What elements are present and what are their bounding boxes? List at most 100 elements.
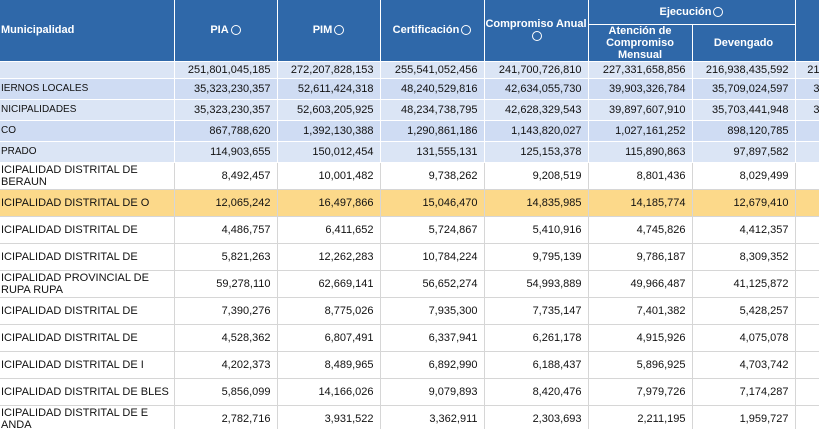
municipalidad-name[interactable]: ICIPALIDAD DISTRITAL DE E ANDA	[0, 405, 175, 429]
cell-comp: 2,303,693	[484, 405, 589, 429]
info-icon[interactable]	[713, 6, 724, 17]
cell-aten: 14,185,774	[588, 189, 693, 217]
info-icon[interactable]	[230, 25, 241, 36]
summary-value: 3	[795, 78, 819, 100]
table-row[interactable]: ICIPALIDAD DISTRITAL DE E ANDA 2,782,716 3…	[0, 405, 819, 429]
cell-dev: 41,125,872	[692, 270, 796, 298]
municipalidad-name[interactable]: ICIPALIDAD DISTRITAL DE	[0, 243, 175, 271]
municipalidad-name[interactable]: ICIPALIDAD DISTRITAL DE BLES	[0, 378, 175, 406]
cell-comp: 9,795,139	[484, 243, 589, 271]
cell-cert: 3,362,911	[380, 405, 485, 429]
municipalidad-name[interactable]: ICIPALIDAD DISTRITAL DE O	[0, 189, 175, 217]
table-row[interactable]: ICIPALIDAD DISTRITAL DE I 4,202,373 8,489,…	[0, 351, 819, 379]
header-pim[interactable]: PIM	[277, 0, 381, 62]
header-pia[interactable]: PIA	[174, 0, 278, 62]
cell-cert: 9,079,893	[380, 378, 485, 406]
cell-extra	[795, 270, 819, 298]
summary-value: 35,323,230,357	[174, 99, 278, 121]
table-row[interactable]: ICIPALIDAD DISTRITAL DE O 12,065,242 16,49…	[0, 189, 819, 217]
summary-value: 35,709,024,597	[692, 78, 796, 100]
summary-value: 255,541,052,456	[380, 61, 485, 79]
summary-value: 3	[795, 99, 819, 121]
summary-row[interactable]: PRADO 114,903,655 150,012,454 131,555,131 12…	[0, 141, 819, 163]
cell-pia: 4,486,757	[174, 216, 278, 244]
header-municipalidad[interactable]: Municipalidad	[0, 0, 175, 62]
cell-dev: 7,174,287	[692, 378, 796, 406]
table-row[interactable]: ICIPALIDAD DISTRITAL DE BLES 5,856,099 14,…	[0, 378, 819, 406]
summary-value: 1,143,820,027	[484, 120, 589, 142]
summary-row[interactable]: CO 867,788,620 1,392,130,388 1,290,861,186 1…	[0, 120, 819, 142]
cell-extra	[795, 216, 819, 244]
cell-comp: 6,261,178	[484, 324, 589, 352]
cell-pia: 5,856,099	[174, 378, 278, 406]
summary-value: 52,611,424,318	[277, 78, 381, 100]
cell-extra	[795, 297, 819, 325]
municipalidad-name[interactable]: ICIPALIDAD DISTRITAL DE	[0, 216, 175, 244]
cell-comp: 7,735,147	[484, 297, 589, 325]
municipalidad-name[interactable]: ICIPALIDAD DISTRITAL DE BERAUN	[0, 162, 175, 190]
info-icon[interactable]	[532, 31, 542, 42]
summary-label	[0, 61, 175, 79]
cell-pim: 8,775,026	[277, 297, 381, 325]
header-devengado[interactable]: Devengado	[692, 24, 796, 62]
summary-value: 115,890,863	[588, 141, 693, 163]
header-compromiso-anual[interactable]: Compromiso Anual	[484, 0, 589, 62]
summary-value: 251,801,045,185	[174, 61, 278, 79]
cell-pim: 12,262,283	[277, 243, 381, 271]
table-row[interactable]: ICIPALIDAD DISTRITAL DE 5,821,263 12,262,2…	[0, 243, 819, 271]
cell-dev: 12,679,410	[692, 189, 796, 217]
table-row[interactable]: ICIPALIDAD DISTRITAL DE 4,486,757 6,411,65…	[0, 216, 819, 244]
table-header: Municipalidad PIA PIM Certificación Comp…	[0, 0, 819, 62]
cell-comp: 9,208,519	[484, 162, 589, 190]
cell-aten: 7,979,726	[588, 378, 693, 406]
cell-comp: 6,188,437	[484, 351, 589, 379]
info-icon[interactable]	[461, 25, 472, 36]
cell-extra	[795, 351, 819, 379]
municipalidad-name[interactable]: ICIPALIDAD PROVINCIAL DE RUPA RUPA	[0, 270, 175, 298]
summary-value: 1,290,861,186	[380, 120, 485, 142]
cell-extra	[795, 189, 819, 217]
summary-value: 241,700,726,810	[484, 61, 589, 79]
cell-extra	[795, 243, 819, 271]
table-row[interactable]: ICIPALIDAD PROVINCIAL DE RUPA RUPA 59,278…	[0, 270, 819, 298]
header-ejecucion[interactable]: Ejecución	[588, 0, 796, 25]
cell-pia: 7,390,276	[174, 297, 278, 325]
cell-pia: 12,065,242	[174, 189, 278, 217]
table-row[interactable]: ICIPALIDAD DISTRITAL DE 4,528,362 6,807,49…	[0, 324, 819, 352]
cell-cert: 15,046,470	[380, 189, 485, 217]
cell-dev: 4,075,078	[692, 324, 796, 352]
cell-comp: 54,993,889	[484, 270, 589, 298]
summary-row[interactable]: 251,801,045,185 272,207,828,153 255,541,05…	[0, 61, 819, 79]
summary-value: 21	[795, 61, 819, 79]
cell-pia: 5,821,263	[174, 243, 278, 271]
table-row[interactable]: ICIPALIDAD DISTRITAL DE BERAUN 8,492,457 1…	[0, 162, 819, 190]
cell-cert: 5,724,867	[380, 216, 485, 244]
municipalidad-name[interactable]: ICIPALIDAD DISTRITAL DE I	[0, 351, 175, 379]
cell-pim: 6,411,652	[277, 216, 381, 244]
summary-value: 97,897,582	[692, 141, 796, 163]
cell-aten: 8,801,436	[588, 162, 693, 190]
cell-cert: 56,652,274	[380, 270, 485, 298]
summary-label: CO	[0, 120, 175, 142]
cell-extra	[795, 324, 819, 352]
summary-value: 52,603,205,925	[277, 99, 381, 121]
cell-pim: 6,807,491	[277, 324, 381, 352]
summary-value: 131,555,131	[380, 141, 485, 163]
municipalidad-name[interactable]: ICIPALIDAD DISTRITAL DE	[0, 297, 175, 325]
header-atencion-compromiso-mensual[interactable]: Atención de Compromiso Mensual	[588, 24, 693, 62]
table-row[interactable]: ICIPALIDAD DISTRITAL DE 7,390,276 8,775,02…	[0, 297, 819, 325]
cell-dev: 8,029,499	[692, 162, 796, 190]
summary-row[interactable]: NICIPALIDADES 35,323,230,357 52,603,205,92…	[0, 99, 819, 121]
cell-cert: 6,337,941	[380, 324, 485, 352]
summary-row[interactable]: IERNOS LOCALES 35,323,230,357 52,611,424,3…	[0, 78, 819, 100]
header-certificacion[interactable]: Certificación	[380, 0, 485, 62]
cell-pim: 10,001,482	[277, 162, 381, 190]
header-extra	[795, 0, 819, 62]
cell-dev: 5,428,257	[692, 297, 796, 325]
municipalidad-name[interactable]: ICIPALIDAD DISTRITAL DE	[0, 324, 175, 352]
info-icon[interactable]	[334, 25, 345, 36]
cell-aten: 5,896,925	[588, 351, 693, 379]
summary-value: 150,012,454	[277, 141, 381, 163]
